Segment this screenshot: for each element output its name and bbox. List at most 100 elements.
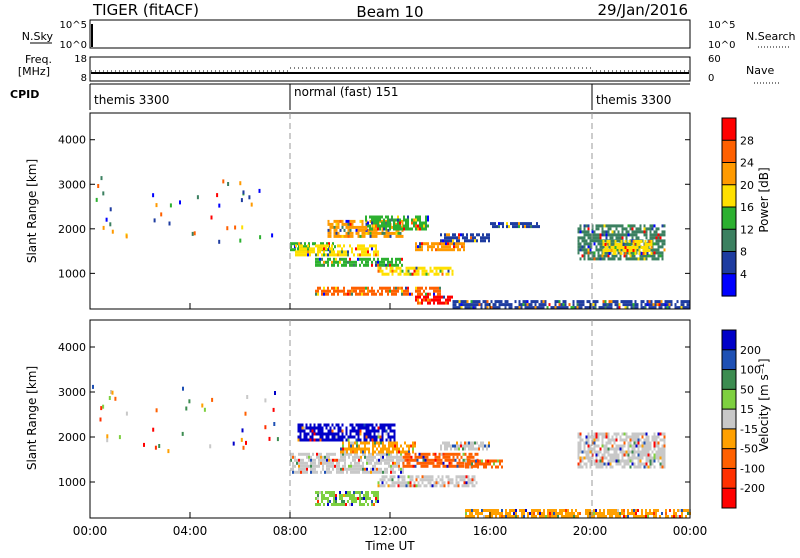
echo-cell: [401, 225, 404, 229]
echo-cell: [354, 467, 356, 471]
echo-cell: [622, 303, 625, 307]
echo-cell: [657, 509, 659, 512]
freq-label: Freq.: [25, 53, 52, 66]
echo-cell: [520, 222, 522, 226]
echo-cell: [370, 455, 372, 459]
echo-cell: [589, 245, 592, 249]
echo-cell: [613, 509, 615, 512]
echo-cell: [615, 227, 618, 231]
echo-cell: [443, 245, 445, 249]
echo-cell: [588, 300, 591, 304]
echo-cell: [335, 289, 337, 293]
echo-cell: [426, 455, 429, 459]
echo-cell: [417, 227, 419, 231]
echo-cell: [307, 438, 310, 442]
echo-cell: [401, 222, 404, 226]
echo-cell: [595, 224, 598, 228]
echo-cell: [609, 459, 612, 463]
echo-cell: [621, 233, 624, 237]
echo-cell: [664, 306, 667, 310]
echo-cell: [665, 509, 667, 512]
echo-cell: [608, 243, 611, 246]
echo-cell: [330, 458, 332, 462]
x-tick-label: 00:00: [673, 524, 708, 538]
echo-cell: [603, 509, 605, 512]
echo-cell: [478, 233, 480, 237]
echo-cell: [395, 224, 397, 228]
echo-cell: [666, 303, 669, 307]
echo-cell: [629, 438, 632, 442]
echo-cell: [630, 246, 633, 249]
echo-cell: [597, 435, 600, 439]
echo-cell: [577, 462, 580, 466]
echo-cell: [458, 458, 461, 462]
echo-cell: [615, 438, 618, 442]
echo-cell: [576, 306, 579, 310]
echo-cell: [628, 246, 631, 249]
echo-cell: [379, 426, 382, 430]
echo-cell: [652, 303, 655, 307]
echo-cell: [507, 512, 509, 515]
echo-cell: [567, 515, 569, 518]
echo-cell: [440, 458, 443, 462]
echo-cell: [643, 450, 646, 454]
echo-cell: [329, 432, 332, 436]
echo-cell: [431, 478, 434, 482]
echo-cell: [635, 435, 638, 439]
echo-cell: [329, 438, 332, 442]
echo-cell: [619, 254, 622, 258]
echo-cell: [475, 459, 477, 463]
echo-cell: [349, 494, 351, 497]
echo-cell: [347, 250, 349, 254]
echo-cell: [468, 447, 470, 451]
echo-cell: [453, 245, 455, 249]
echo-cell: [530, 222, 532, 226]
echo-cell: [682, 300, 685, 304]
echo-cell: [601, 233, 604, 237]
echo-cell: [679, 515, 681, 518]
echo-cell: [656, 300, 659, 304]
echo-cell: [437, 295, 439, 299]
echo-cell: [333, 260, 335, 264]
echo-cell: [363, 263, 365, 267]
echo-cell: [412, 458, 415, 462]
colorbar-swatch: [722, 468, 736, 489]
echo-cell: [579, 447, 582, 451]
echo-cell: [599, 515, 601, 518]
echo-cell: [310, 464, 312, 468]
echo-cell: [347, 225, 350, 229]
echo-cell: [349, 491, 351, 494]
echo-cell: [383, 234, 386, 238]
echo-cell: [625, 462, 628, 466]
echo-cell: [379, 286, 381, 290]
echo-cell: [609, 257, 612, 261]
echo-cell: [392, 441, 394, 445]
echo-cell: [632, 303, 635, 307]
echo-cell: [586, 300, 589, 304]
echo-cell: [347, 438, 350, 442]
echo-cell: [655, 242, 658, 246]
echo-cell: [415, 298, 417, 302]
echo-cell: [385, 227, 387, 231]
echo-cell: [468, 455, 471, 459]
echo-cell: [373, 231, 376, 235]
echo-cell: [627, 230, 630, 234]
echo-cell: [355, 231, 358, 235]
echo-cell: [631, 227, 634, 231]
echo-cell: [576, 300, 579, 304]
echo-cell: [473, 484, 476, 488]
echo-cell: [455, 484, 458, 488]
echo-cell: [603, 453, 606, 457]
echo-cell: [379, 269, 382, 273]
echo-cell: [391, 257, 393, 261]
echo-cell: [102, 191, 105, 196]
echo-cell: [427, 245, 429, 249]
echo-cell: [486, 236, 488, 240]
echo-cell: [550, 306, 553, 310]
echo-cell: [339, 503, 341, 506]
echo-cell: [369, 253, 371, 257]
echo-cell: [637, 432, 640, 436]
echo-cell: [339, 228, 342, 232]
echo-cell: [446, 452, 449, 456]
